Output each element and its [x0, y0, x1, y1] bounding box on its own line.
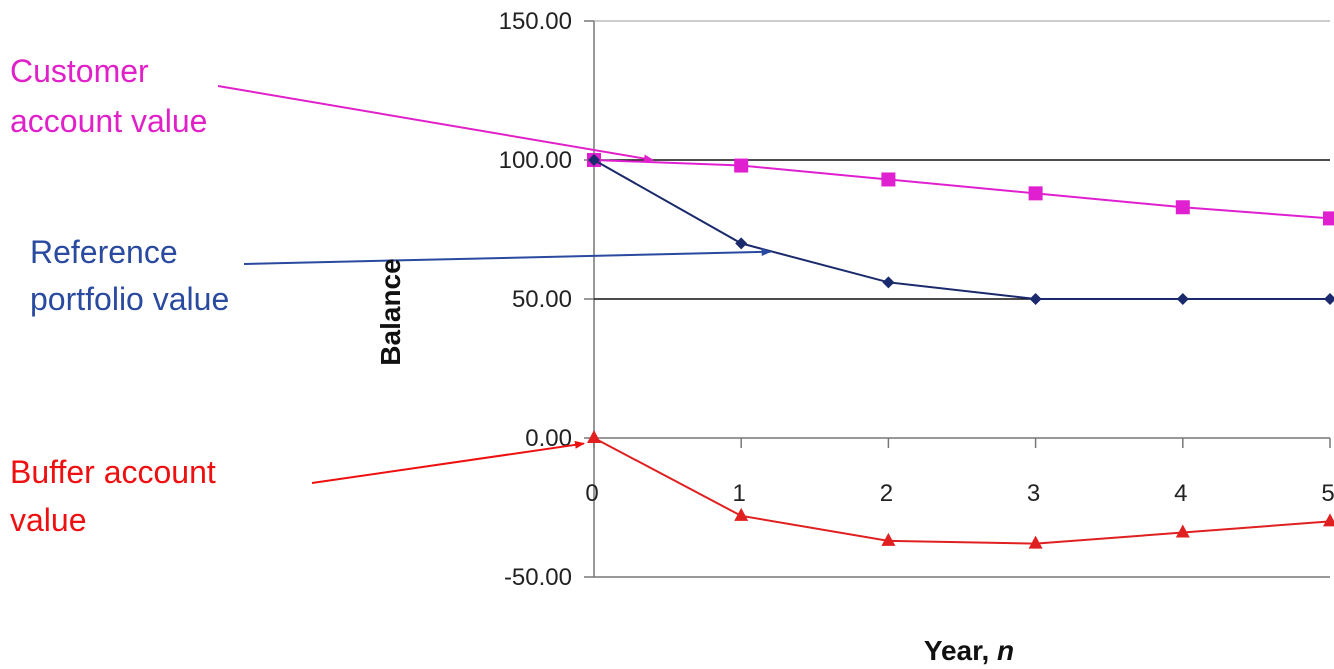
annotation-line: Reference — [30, 234, 178, 270]
annotation-arrow-reference — [243, 247, 772, 265]
x-tick-label: 2 — [880, 480, 893, 507]
annotation-line: value — [10, 502, 87, 538]
annotation-label-buffer: Buffer account value — [10, 454, 216, 538]
annotation-line: account value — [10, 103, 207, 139]
annotation-arrow-customer — [217, 85, 654, 163]
series-customer — [587, 153, 1334, 226]
annotation-line: portfolio value — [30, 281, 229, 317]
series-line-customer — [593, 159, 1331, 220]
series-layer — [587, 153, 1334, 549]
series-reference — [588, 154, 1334, 305]
series-line-buffer — [593, 437, 1331, 545]
x-axis-title-variable: n — [997, 635, 1014, 666]
data-point-customer — [1323, 211, 1334, 226]
x-tick-label: 5 — [1321, 480, 1334, 507]
x-tick-label: 4 — [1174, 480, 1187, 507]
y-tick-label: 0.00 — [525, 425, 572, 452]
data-point-buffer — [881, 532, 896, 546]
annotation-line: Buffer account — [10, 454, 216, 490]
data-point-reference — [735, 237, 748, 250]
data-point-buffer — [1175, 524, 1190, 538]
x-axis-title-text: Year, — [924, 635, 997, 666]
data-point-customer — [881, 172, 896, 187]
data-point-customer — [1028, 186, 1043, 201]
x-tick-label: 1 — [733, 480, 746, 507]
y-axis-ticks: -50.00 0.00 50.00 100.00 150.00 — [499, 8, 594, 591]
data-point-reference — [1324, 293, 1334, 305]
x-tick-label: 0 — [585, 480, 598, 507]
annotation-buffer: Buffer account value — [10, 440, 585, 538]
data-point-reference — [882, 276, 895, 289]
annotation-arrow-buffer — [311, 440, 585, 484]
annotation-label-reference: Reference portfolio value — [30, 234, 229, 317]
data-point-buffer — [1028, 535, 1043, 549]
annotations: Customer account value Reference portfolio … — [10, 53, 772, 538]
data-point-customer — [1175, 200, 1190, 215]
data-point-buffer — [587, 430, 601, 443]
data-point-buffer — [734, 507, 749, 521]
data-point-customer — [734, 158, 749, 173]
gridlines — [594, 159, 1330, 300]
y-axis-title: Balance — [375, 258, 406, 365]
annotation-line: Customer — [10, 53, 149, 89]
y-tick-label: 50.00 — [512, 286, 572, 313]
x-tick-label: 3 — [1027, 480, 1040, 507]
x-axis: 0 1 2 3 4 5 — [585, 437, 1334, 507]
y-tick-label: -50.00 — [504, 564, 572, 591]
y-tick-label: 100.00 — [499, 147, 572, 174]
annotation-customer: Customer account value — [10, 53, 654, 163]
x-axis-title: Year, n — [924, 635, 1014, 666]
data-point-reference — [1176, 293, 1189, 305]
annotation-label-customer: Customer account value — [10, 53, 207, 139]
data-point-reference — [1029, 293, 1042, 305]
data-point-buffer — [1323, 513, 1334, 527]
series-buffer — [587, 430, 1334, 549]
data-point-reference — [588, 154, 600, 166]
y-tick-label: 150.00 — [499, 8, 572, 35]
series-line-reference — [593, 159, 1330, 300]
annotation-reference: Reference portfolio value — [30, 234, 772, 317]
